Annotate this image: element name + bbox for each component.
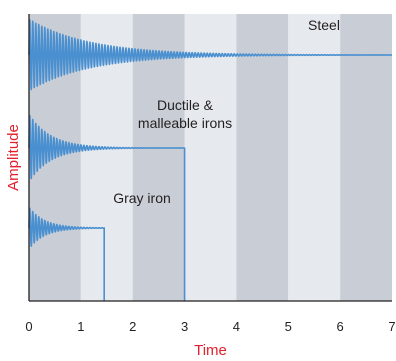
series-labels: Steel Ductile & malleable irons Gray iron bbox=[113, 17, 340, 206]
x-tick-label-4: 4 bbox=[233, 319, 240, 334]
series-label-steel: Steel bbox=[308, 17, 340, 33]
y-axis-label: Amplitude bbox=[5, 124, 22, 191]
band-2 bbox=[132, 14, 185, 301]
series-line-0 bbox=[28, 19, 393, 91]
band-5 bbox=[288, 14, 341, 301]
signal-traces bbox=[28, 19, 393, 301]
x-tick-label-7: 7 bbox=[388, 319, 395, 334]
band-6 bbox=[340, 14, 392, 301]
band-3 bbox=[184, 14, 237, 301]
x-tick-label-2: 2 bbox=[129, 319, 136, 334]
series-label-ductile-line-1: malleable irons bbox=[138, 115, 232, 131]
x-axis-label: Time bbox=[194, 342, 227, 359]
axes bbox=[28, 14, 392, 302]
series-label-ductile: Ductile & malleable irons bbox=[138, 97, 232, 131]
series-line-2 bbox=[28, 207, 105, 301]
x-tick-label-0: 0 bbox=[25, 319, 32, 334]
x-ticks: 0 1 2 3 4 5 6 7 bbox=[25, 319, 395, 334]
band-4 bbox=[236, 14, 289, 301]
series-line-1 bbox=[28, 114, 186, 301]
x-tick-label-5: 5 bbox=[285, 319, 292, 334]
x-tick-label-1: 1 bbox=[77, 319, 84, 334]
series-label-gray-iron: Gray iron bbox=[113, 190, 171, 206]
series-label-ductile-line-0: Ductile & bbox=[157, 97, 214, 113]
x-tick-label-3: 3 bbox=[181, 319, 188, 334]
x-tick-label-6: 6 bbox=[337, 319, 344, 334]
